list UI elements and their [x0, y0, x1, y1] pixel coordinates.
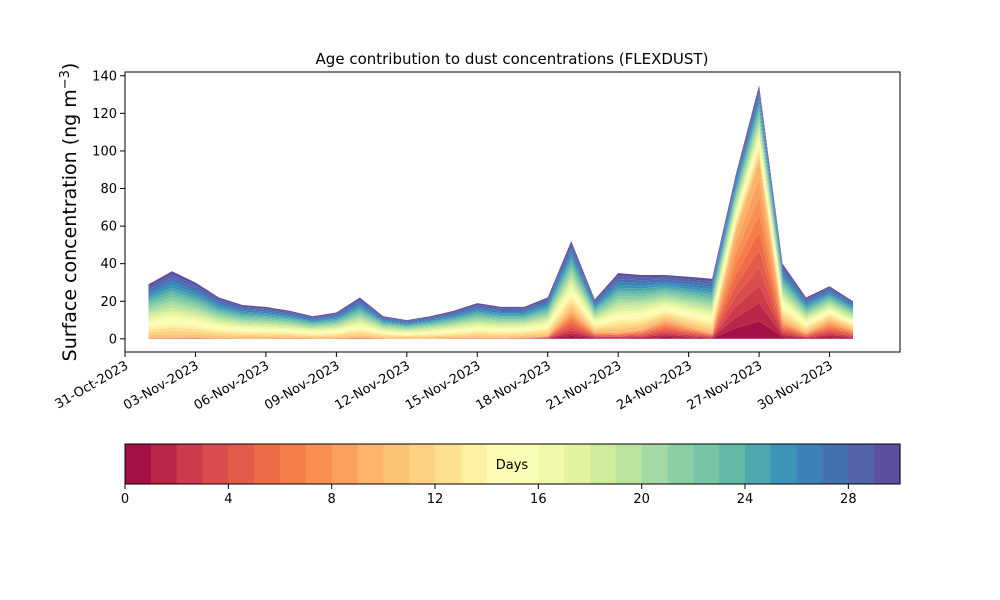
colorbar-swatch: [564, 444, 591, 484]
colorbar-swatch: [848, 444, 875, 484]
colorbar-tick-label: 28: [840, 492, 857, 507]
colorbar-label: Days: [496, 458, 529, 473]
y-tick-label: 120: [92, 107, 117, 122]
colorbar-swatch: [796, 444, 824, 484]
colorbar-swatch: [176, 444, 204, 484]
area-layer-day-7: [148, 196, 853, 339]
colorbar-swatch: [874, 444, 901, 484]
colorbar-swatch: [538, 444, 565, 484]
area-layer-day-4: [148, 250, 853, 339]
y-axis-label: Surface concentration (ng m−3): [58, 63, 82, 362]
colorbar-swatches: [125, 444, 901, 484]
y-tick-label: 140: [92, 69, 117, 84]
colorbar-tick-label: 12: [427, 492, 444, 507]
colorbar-swatch: [590, 444, 617, 484]
colorbar-swatch: [409, 444, 436, 484]
colorbar-swatch: [770, 444, 798, 484]
y-tick-label: 60: [100, 220, 117, 235]
y-tick-label: 40: [100, 257, 117, 272]
chart-title: Age contribution to dust concentrations …: [316, 50, 709, 68]
colorbar-swatch: [254, 444, 281, 484]
colorbar-ticks: 0 4 8 12 16 20 24 28: [121, 484, 857, 507]
area-layer-day-9: [148, 161, 853, 339]
y-tick-label: 80: [100, 182, 117, 197]
colorbar-tick-label: 16: [530, 492, 547, 507]
plot-frame: [124, 71, 901, 353]
colorbar-swatch: [228, 444, 255, 484]
colorbar-tick-label: 24: [737, 492, 754, 507]
colorbar-swatch: [202, 444, 229, 484]
colorbar-swatch: [486, 444, 514, 484]
area-layer-day-1: [148, 303, 853, 339]
colorbar-frame: [124, 443, 901, 485]
colorbar-tick-label: 8: [328, 492, 336, 507]
y-tick-label: 0: [109, 332, 117, 347]
colorbar-swatch: [822, 444, 849, 484]
colorbar-swatch: [331, 444, 359, 484]
area-layer-day-8: [148, 179, 853, 339]
colorbar-swatch: [719, 444, 746, 484]
colorbar-swatch: [745, 444, 772, 484]
area-layer-day-2: [148, 285, 853, 339]
colorbar-swatch: [460, 444, 488, 484]
area-layer-day-5: [148, 232, 853, 339]
colorbar-swatch: [693, 444, 720, 484]
colorbar-swatch: [641, 444, 669, 484]
colorbar: Days 0 4 8 12 16 20 24 28: [121, 443, 901, 507]
colorbar-swatch: [435, 444, 462, 484]
area-layer-day-6: [148, 214, 853, 339]
colorbar-swatch: [383, 444, 410, 484]
y-tick-label: 20: [100, 295, 117, 310]
colorbar-tick-label: 0: [121, 492, 129, 507]
y-axis: 0 20 40 60 80 100 120 140: [92, 69, 125, 347]
area-layer-day-3: [148, 267, 853, 339]
area-layer-day-0: [148, 321, 853, 339]
colorbar-swatch: [305, 444, 333, 484]
colorbar-swatch: [150, 444, 178, 484]
colorbar-tick-label: 4: [224, 492, 232, 507]
stacked-areas: [148, 85, 853, 339]
colorbar-swatch: [357, 444, 384, 484]
colorbar-swatch: [615, 444, 643, 484]
colorbar-swatch: [280, 444, 307, 484]
y-tick-label: 100: [92, 144, 117, 159]
colorbar-swatch: [125, 444, 152, 484]
colorbar-swatch: [512, 444, 539, 484]
colorbar-swatch: [667, 444, 694, 484]
colorbar-tick-label: 20: [633, 492, 650, 507]
